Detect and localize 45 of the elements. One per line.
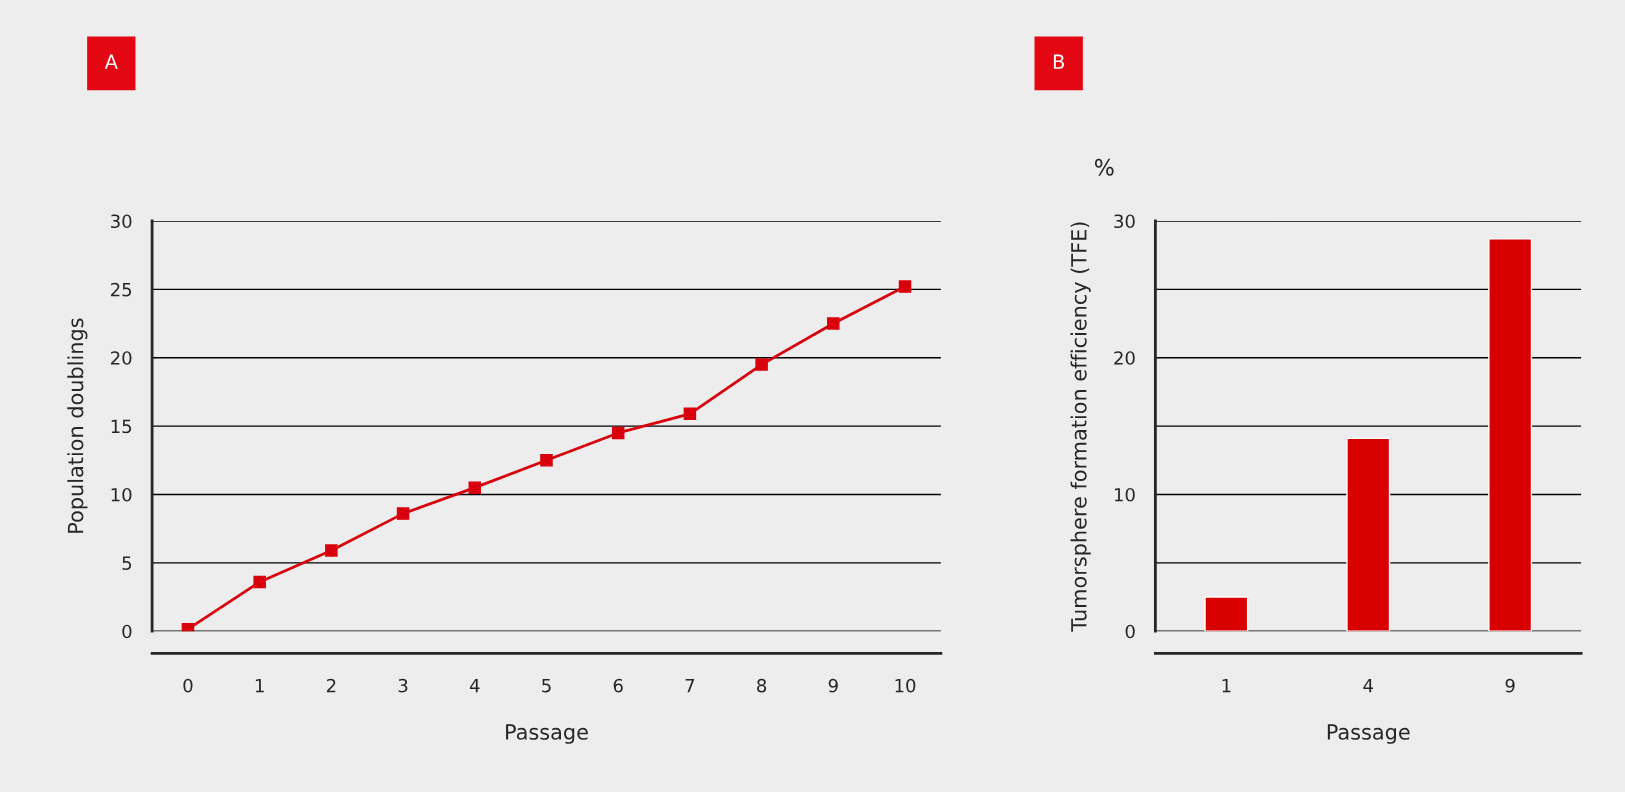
point [325,544,338,557]
y-tick-label: 10 [1114,487,1135,502]
x-tick-label: 1 [255,679,264,693]
y-tick-label: 25 [111,282,132,297]
point [468,481,482,494]
y-tick-label: 30 [111,214,132,229]
y-tick-label: 20 [1114,351,1135,365]
y-tick-label: 10 [111,487,132,502]
point [755,358,768,371]
bar [1204,596,1249,632]
point [611,426,625,440]
x-tick-label: 5 [542,679,551,693]
point [827,317,840,330]
x-tick-label: 0 [183,678,193,693]
x-tick-label: 2 [326,678,336,693]
text: B [1053,54,1064,69]
point [253,575,266,589]
x-tick-label: 3 [398,678,408,693]
text: A [104,54,118,69]
x-tick-label: 4 [469,679,480,693]
x-tick-label: 7 [685,679,695,693]
x-tick-label: 9 [1505,678,1515,693]
y-tick-label: 0 [1125,624,1135,639]
bar [1488,238,1533,632]
point [898,280,912,293]
text: % [1094,158,1114,176]
y-tick-label: 5 [122,556,132,570]
y-axis-title: Population doublings [67,318,88,533]
x-axis-title: Passage [506,724,588,744]
x-tick-label: 8 [757,678,767,693]
y-axis-title: Tumorsphere formation efficiency (TFE) [1070,222,1091,632]
y-tick-label: 15 [111,419,132,434]
y-tick-label: 30 [1114,214,1135,229]
point [540,454,553,467]
x-tick-label: 10 [895,678,916,693]
x-tick-label: 6 [613,678,623,693]
y-tick-label: 0 [122,624,132,639]
x-tick-label: 4 [1363,679,1373,693]
point [683,407,697,421]
x-tick-label: 9 [828,678,838,693]
x-tick-label: 1 [1222,679,1231,693]
bar [1346,437,1391,632]
x-axis-title: Passage [1327,724,1410,744]
y-tick-label: 20 [111,351,132,365]
point [396,507,410,520]
